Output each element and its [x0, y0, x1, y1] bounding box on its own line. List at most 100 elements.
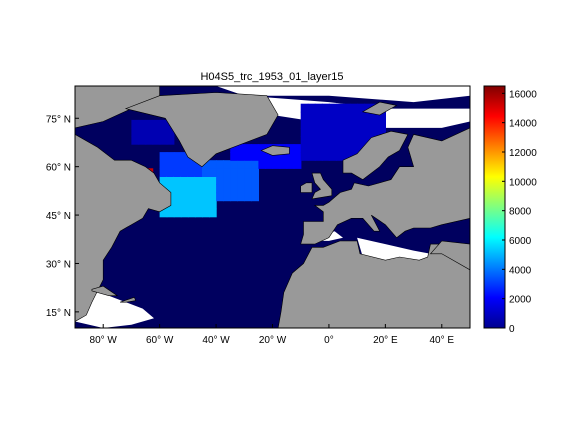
tracer-cell: [194, 208, 203, 218]
tracer-cell: [378, 127, 386, 137]
tracer-cell: [343, 103, 351, 113]
tracer-cell: [357, 111, 365, 121]
tracer-cell: [166, 160, 175, 169]
tracer-cell: [300, 152, 309, 161]
tracer-cell: [244, 192, 252, 202]
tracer-cell: [131, 127, 140, 137]
tracer-cell: [328, 152, 337, 161]
colorbar-tick-label: 4000: [509, 265, 532, 276]
tracer-cell: [173, 192, 182, 202]
tracer-cell: [336, 144, 344, 153]
y-tick-label: 30° N: [46, 259, 71, 270]
tracer-cell: [378, 111, 386, 121]
tracer-cell: [159, 208, 168, 218]
x-tick-label: 0°: [324, 335, 334, 346]
tracer-cell: [180, 184, 189, 194]
tracer-cell: [357, 103, 365, 113]
colorbar-tick-label: 16000: [509, 89, 537, 100]
tracer-cell: [216, 184, 224, 194]
tracer-cell: [244, 168, 252, 177]
tracer-cell: [216, 160, 224, 169]
tracer-cell: [187, 200, 196, 210]
x-tick-label: 40° W: [202, 335, 230, 346]
tracer-cell: [159, 136, 168, 145]
tracer-cell: [357, 144, 365, 153]
colorbar-ticks: 0 2000 4000 6000 8000 10000 12000 14000 16000: [502, 89, 537, 335]
tracer-cell: [314, 119, 323, 129]
tracer-cell: [328, 119, 337, 129]
tracer-cell: [187, 192, 196, 202]
tracer-cell: [321, 136, 330, 145]
tracer-cell: [152, 136, 161, 145]
tracer-cell: [145, 127, 154, 137]
tracer-cell: [187, 208, 196, 218]
land-polygon: [124, 92, 279, 168]
tracer-cell: [187, 176, 196, 185]
tracer-cell: [251, 192, 259, 202]
tracer-cell: [314, 152, 323, 161]
tracer-cell: [180, 200, 189, 210]
tracer-cell: [138, 136, 147, 145]
tracer-cell: [166, 184, 175, 194]
tracer-cell: [343, 144, 351, 153]
tracer-cell: [300, 144, 309, 153]
tracer-cell: [230, 176, 238, 185]
colorbar-tick-label: 14000: [509, 119, 537, 130]
tracer-cell: [265, 160, 274, 169]
tracer-cell: [173, 200, 182, 210]
tracer-cell: [314, 111, 323, 121]
tracer-cell: [223, 160, 231, 169]
tracer-cell: [251, 184, 259, 194]
tracer-cell: [300, 111, 309, 121]
tracer-cell: [237, 184, 245, 194]
tracer-cell: [159, 127, 168, 137]
tracer-cell: [300, 119, 309, 129]
tracer-cell: [244, 144, 252, 153]
tracer-cell: [180, 176, 189, 185]
tracer-cell: [307, 103, 316, 113]
colorbar-gradient: [483, 85, 506, 329]
land-polygon: [91, 285, 119, 297]
land-masses: [75, 86, 470, 328]
y-tick-label: 60° N: [46, 163, 71, 174]
tracer-cell: [293, 144, 302, 153]
tracer-cell: [244, 184, 252, 194]
tracer-cell: [314, 127, 323, 137]
y-tick-label: 15° N: [46, 308, 71, 319]
tracer-cell: [194, 176, 203, 185]
colorbar-tick-label: 12000: [509, 148, 537, 159]
tracer-cell: [336, 111, 344, 121]
tracer-cell: [343, 119, 351, 129]
land-polygon: [120, 296, 137, 303]
tracer-cell: [180, 152, 189, 161]
tracer-cell: [180, 208, 189, 218]
tracer-cell: [378, 119, 386, 129]
land-polygon: [300, 127, 470, 245]
x-tick-label: 80° W: [90, 335, 118, 346]
colorbar: 0 2000 4000 6000 8000 10000 12000 14000 16000: [483, 85, 537, 335]
tracer-cell: [173, 152, 182, 161]
tracer-cell: [321, 127, 330, 137]
tracer-cell: [364, 111, 372, 121]
tracer-cell: [131, 119, 140, 129]
tracer-cell: [321, 103, 330, 113]
tracer-cell: [371, 111, 379, 121]
x-axis: 80° W 60° W 40° W 20° W 0° 20° E 40° E: [90, 324, 454, 346]
tracer-cell: [216, 176, 224, 185]
tracer-cell: [343, 111, 351, 121]
tracer-cell: [272, 152, 281, 161]
land-polygon: [429, 240, 470, 271]
tracer-cell: [152, 119, 161, 129]
tracer-cell: [237, 160, 245, 169]
tracer-cell: [286, 160, 295, 169]
colorbar-tick-label: 6000: [509, 236, 532, 247]
tracer-cell: [145, 119, 154, 129]
tracer-cell: [328, 127, 337, 137]
tracer-cell: [159, 119, 168, 129]
tracer-cell: [202, 184, 210, 194]
tracer-cell: [364, 119, 372, 129]
tracer-cell: [343, 127, 351, 137]
tracer-cell: [258, 144, 267, 153]
tracer-cell: [194, 168, 203, 177]
tracer-cell: [293, 152, 302, 161]
